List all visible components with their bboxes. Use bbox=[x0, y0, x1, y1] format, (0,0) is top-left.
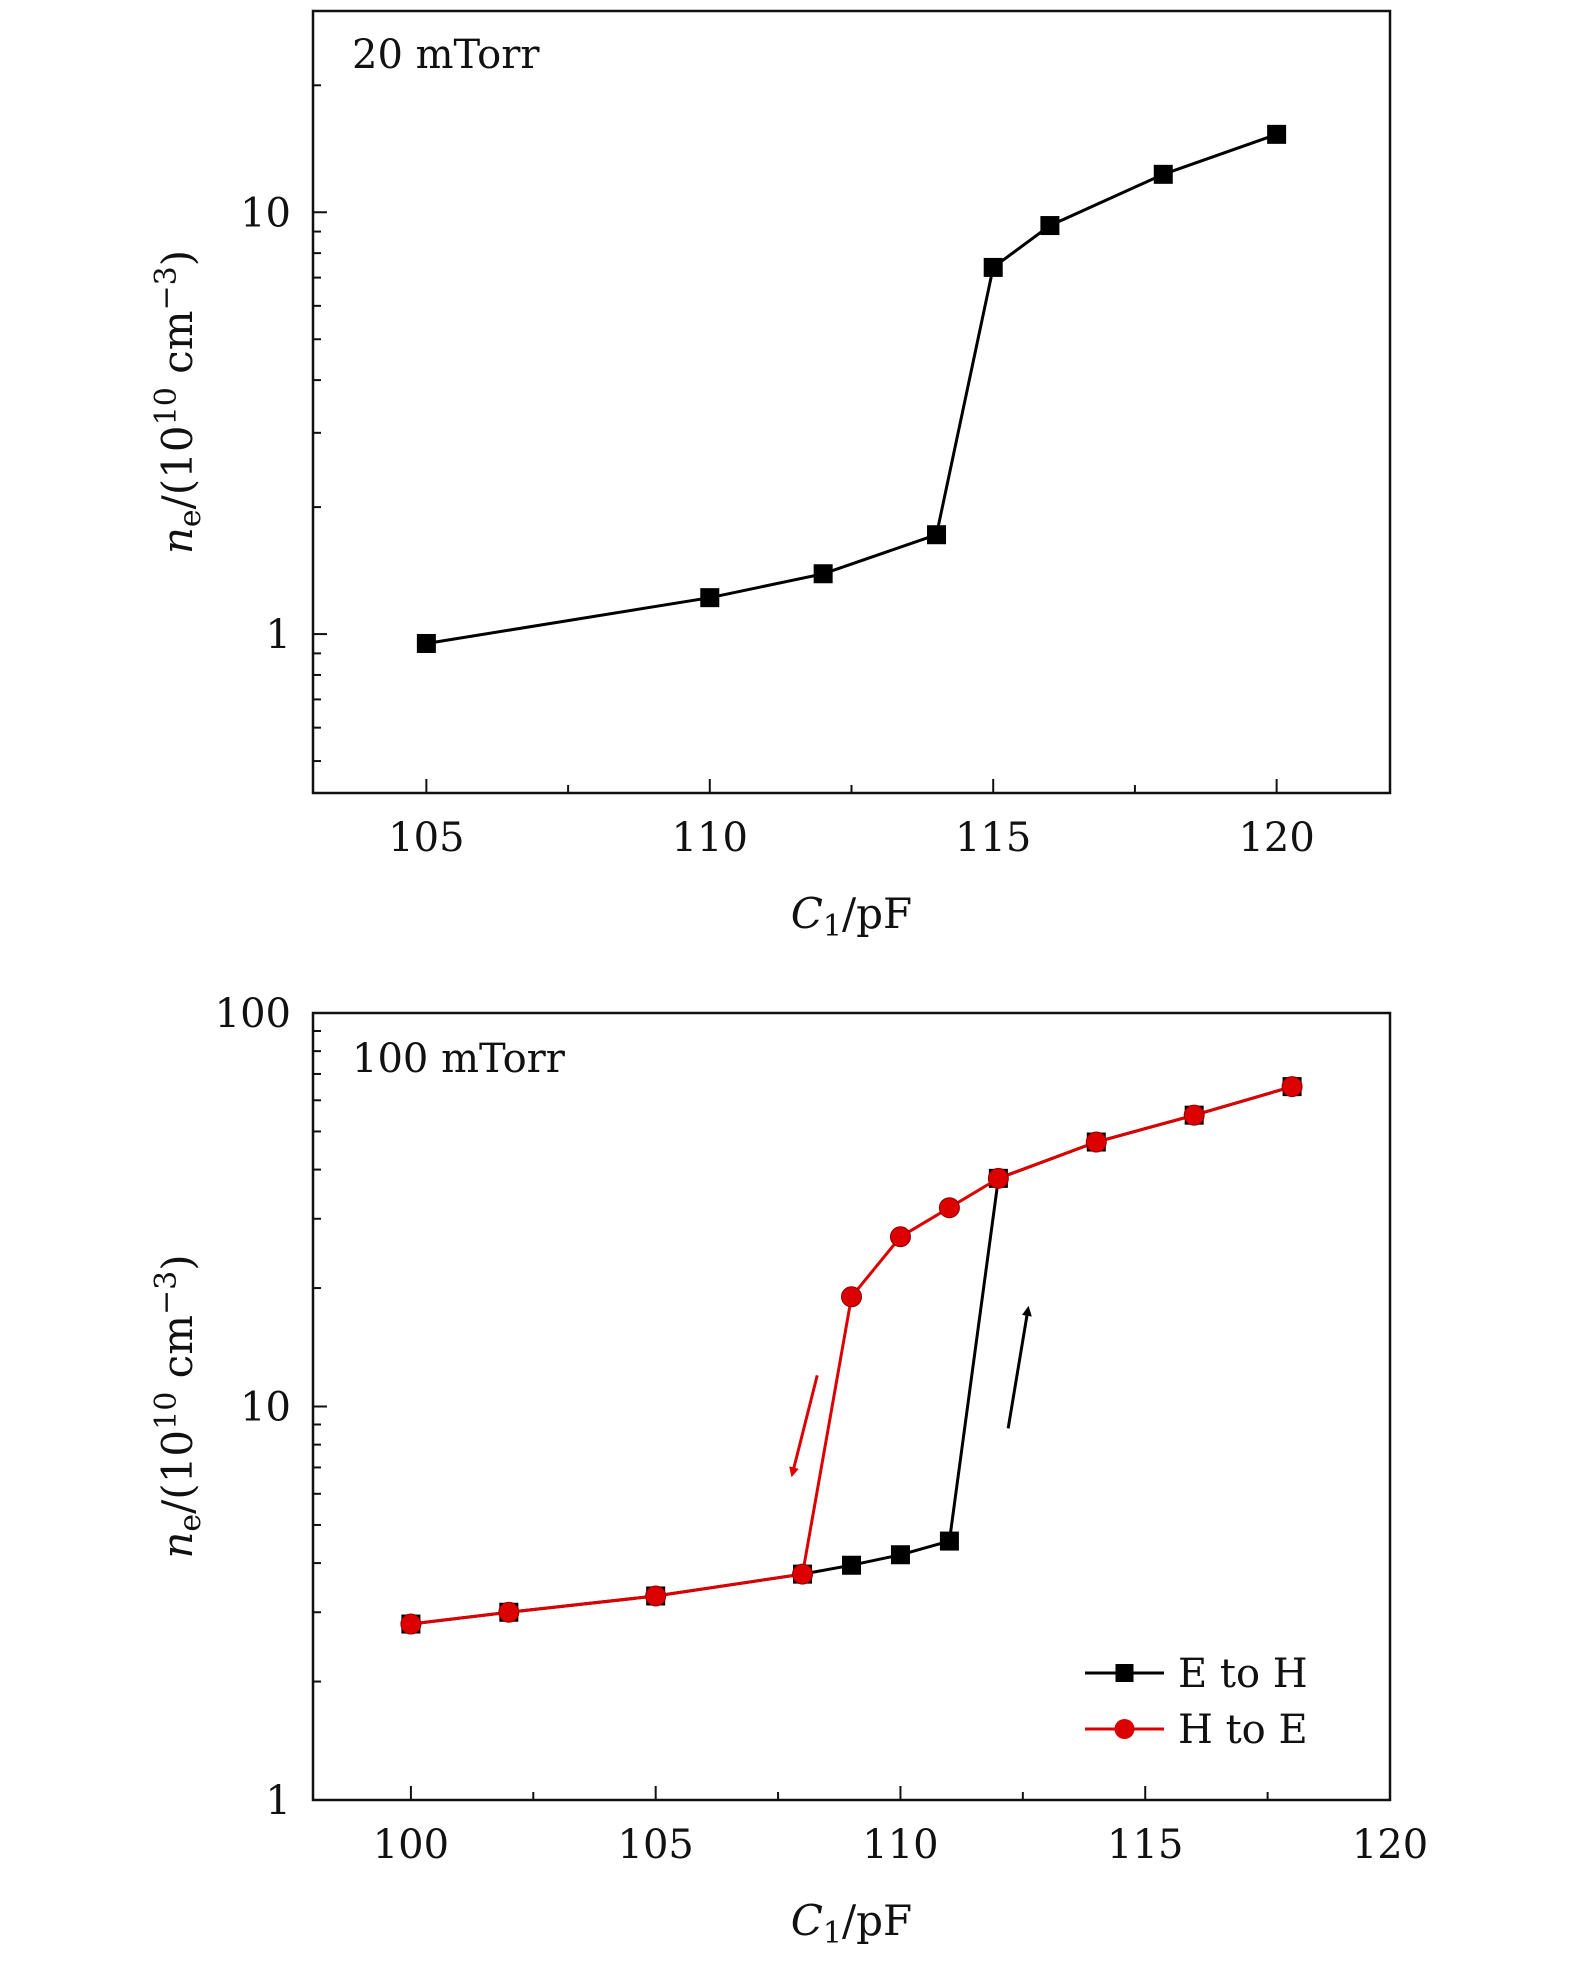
pressure-annotation: 100 mTorr bbox=[352, 1036, 566, 1082]
x-tick-label: 115 bbox=[955, 815, 1031, 861]
data-point bbox=[1281, 1076, 1303, 1098]
x-ticks bbox=[409, 1786, 1391, 1800]
y-tick-label: 10 bbox=[240, 1385, 291, 1431]
series-line bbox=[410, 1085, 1293, 1626]
data-point bbox=[1183, 1104, 1205, 1126]
legend: E to H H to E bbox=[1085, 1651, 1308, 1753]
data-point bbox=[939, 1531, 959, 1551]
data-point bbox=[987, 1167, 1009, 1189]
data-point bbox=[1153, 164, 1173, 184]
x-tick-label: 120 bbox=[1238, 815, 1314, 861]
series-h-to-e bbox=[400, 1076, 1303, 1635]
series-line bbox=[426, 132, 1278, 645]
series-e-to-h bbox=[401, 1077, 1302, 1634]
y-tick-label: 100 bbox=[215, 991, 291, 1037]
y-tick-label: 10 bbox=[240, 190, 291, 236]
x-tick-label: 110 bbox=[862, 1822, 938, 1868]
legend-marker bbox=[1114, 1719, 1135, 1739]
data-point bbox=[645, 1585, 667, 1607]
series-line bbox=[410, 1085, 1293, 1626]
y-axis-label: ne/(1010 cm−3) bbox=[149, 250, 208, 554]
x-ticks bbox=[425, 779, 1278, 793]
direction-arrow-down bbox=[789, 1374, 819, 1478]
y-ticks bbox=[313, 10, 327, 763]
legend-label: H to E bbox=[1178, 1707, 1308, 1753]
x-tick-label: 115 bbox=[1107, 1822, 1183, 1868]
legend-marker bbox=[1115, 1664, 1134, 1682]
x-axis-label: C1/pF bbox=[791, 1896, 912, 1951]
data-point bbox=[416, 633, 436, 653]
y-axis-label: ne/(1010 cm−3) bbox=[149, 1254, 208, 1558]
x-tick-label: 105 bbox=[388, 815, 464, 861]
data-point bbox=[889, 1226, 911, 1248]
data-point bbox=[792, 1563, 814, 1585]
data-point bbox=[498, 1601, 520, 1623]
plot-frame bbox=[311, 9, 1392, 795]
y-tick-label: 1 bbox=[266, 1778, 291, 1824]
pressure-annotation: 20 mTorr bbox=[352, 32, 540, 78]
data-point bbox=[1085, 1131, 1107, 1153]
data-point bbox=[813, 564, 833, 584]
data-point bbox=[400, 1613, 422, 1635]
y-ticks bbox=[313, 1012, 327, 1801]
data-point bbox=[1040, 216, 1060, 236]
data-point bbox=[700, 588, 720, 608]
series-20-mtorr bbox=[416, 124, 1287, 653]
data-point bbox=[1267, 124, 1287, 144]
x-axis-label: C1/pF bbox=[791, 889, 912, 944]
legend-label: E to H bbox=[1178, 1651, 1308, 1697]
data-point bbox=[842, 1555, 861, 1575]
x-tick-label: 110 bbox=[672, 815, 748, 861]
data-point bbox=[938, 1197, 960, 1219]
y-tick-label: 1 bbox=[266, 612, 291, 658]
x-tick-label: 120 bbox=[1352, 1822, 1428, 1868]
data-point bbox=[841, 1286, 862, 1308]
x-tick-label: 100 bbox=[373, 1822, 449, 1868]
x-tick-label: 105 bbox=[618, 1822, 694, 1868]
data-point bbox=[927, 525, 947, 545]
data-point bbox=[983, 257, 1003, 277]
direction-arrow-up bbox=[1006, 1305, 1032, 1429]
data-point bbox=[890, 1545, 910, 1565]
